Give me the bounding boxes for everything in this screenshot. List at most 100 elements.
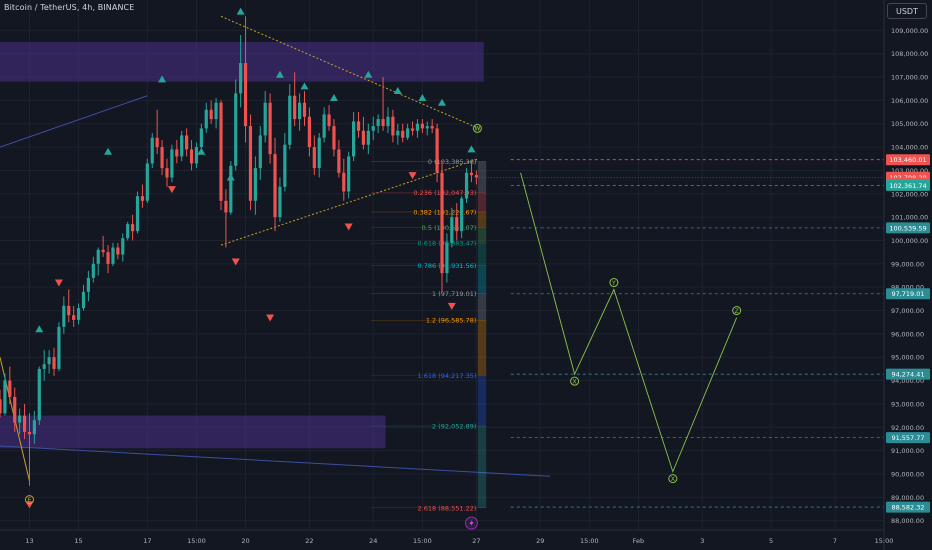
candle-body: [396, 130, 400, 136]
price-tick-label: 109,000.00: [891, 27, 928, 35]
candle-body: [376, 119, 380, 127]
fib-label: 1.618 (94,217.35): [418, 372, 477, 380]
sell-arrow-icon: [54, 279, 63, 287]
price-tick-label: 106,000.00: [891, 97, 928, 105]
fib-label: 0.5 (100,552.07): [422, 224, 477, 232]
candle-body: [67, 305, 71, 316]
time-tick-label: 15:00: [875, 537, 894, 545]
candle-body: [175, 149, 179, 157]
buy-arrow-icon: [364, 70, 373, 78]
candle-body: [386, 116, 390, 127]
time-tick-label: 5: [769, 537, 773, 545]
candle-body: [371, 126, 375, 131]
price-tick-label: 105,000.00: [891, 120, 928, 128]
wave-w-marker: [472, 123, 482, 133]
price-label-text: 94,274.41: [891, 371, 924, 379]
wave-e-marker: [24, 495, 34, 505]
time-tick-label: 22: [305, 537, 313, 545]
candle-body: [111, 247, 115, 264]
demand-zone: [0, 415, 386, 449]
fib-label: 1.2 (96,585.78): [426, 317, 477, 325]
candle-body: [243, 63, 248, 127]
sell-arrow-icon: [408, 172, 417, 180]
candle-body: [420, 123, 424, 129]
price-label-text: 91,557.77: [891, 434, 924, 442]
price-label-box: [886, 368, 930, 380]
candle-body: [273, 154, 277, 218]
price-tick-label: 98,000.00: [891, 284, 924, 292]
candle-body: [337, 149, 341, 173]
candle-body: [13, 396, 17, 423]
sell-arrow-icon: [344, 223, 353, 231]
buy-arrow-icon: [158, 75, 167, 83]
price-tick-label: 97,000.00: [891, 307, 924, 315]
price-tick-label: 93,000.00: [891, 400, 924, 408]
time-tick-label: 13: [25, 537, 33, 545]
time-tick-label: 3: [700, 537, 704, 545]
candle-body: [460, 198, 464, 232]
time-axis: 13 15 17 15:00 20 22 24 15:00 27 29 15:00 Feb 3 5 7 15:…: [0, 529, 894, 545]
buy-arrow-icon: [226, 173, 235, 181]
sell-arrow-icon: [266, 314, 275, 322]
candle-body: [62, 305, 66, 327]
price-tick-label: 107,000.00: [891, 74, 928, 82]
wave-point-label: X: [671, 476, 675, 483]
price-tick-label: 90,000.00: [891, 470, 924, 478]
wave-point-label: Y: [611, 280, 616, 287]
candle-body: [76, 308, 81, 320]
candle-body: [121, 238, 125, 255]
candle-body: [381, 119, 385, 127]
candle-body: [214, 102, 218, 120]
candle-body: [469, 172, 474, 176]
price-label-box: [886, 154, 930, 166]
fib-band: [477, 243, 487, 266]
candle-body: [155, 137, 159, 148]
candle-body: [288, 95, 292, 145]
sell-arrow-icon: [167, 186, 176, 194]
candle-body: [278, 186, 282, 218]
price-label-text: 97,719.01: [891, 290, 924, 298]
candle-body: [347, 156, 351, 192]
time-tick-label: 20: [241, 537, 249, 545]
price-label-text: 100,539.59: [889, 224, 926, 232]
wave-point-marker: [609, 278, 619, 288]
price-tick-label: 94,000.00: [891, 377, 924, 385]
candle-body: [361, 130, 366, 145]
candle-body: [352, 121, 356, 157]
time-tick-label: 24: [369, 537, 377, 545]
time-tick-label: 15: [74, 537, 82, 545]
buy-arrow-icon: [275, 70, 284, 78]
fib-label: 2 (92,052.89): [432, 423, 476, 431]
trendline-lower-long: [0, 445, 551, 477]
candle-body: [239, 63, 243, 94]
fib-band: [477, 320, 487, 376]
buy-arrow-icon: [104, 147, 113, 155]
buy-arrow-icon: [438, 98, 446, 106]
time-tick-label: 15:00: [413, 537, 432, 545]
candle-body: [135, 196, 140, 232]
candle-body: [366, 130, 370, 145]
buy-arrow-icon: [236, 7, 245, 15]
candle-body: [140, 196, 145, 201]
wave-path: X Y X Z W: [472, 123, 742, 484]
signal-arrows: E: [24, 7, 478, 530]
time-tick-label: 29: [536, 537, 544, 545]
candle-body: [440, 172, 444, 274]
candle-body: [297, 102, 302, 120]
candle-body: [224, 200, 228, 213]
sell-arrow-icon: [447, 302, 456, 310]
triangle-lower-line: [220, 158, 479, 246]
symbol-title[interactable]: Bitcoin / TetherUS, 4h, BINANCE: [4, 3, 135, 12]
candle-body: [312, 147, 316, 169]
candle-body: [37, 368, 41, 421]
candle-body: [327, 114, 331, 127]
price-tick-label: 96,000.00: [891, 330, 924, 338]
candle-body: [150, 137, 154, 164]
price-tick-label: 91,000.00: [891, 447, 924, 455]
buy-arrow-icon: [35, 325, 44, 333]
price-tick-label: 103,000.00: [891, 167, 928, 175]
currency-button[interactable]: USDT: [887, 3, 927, 19]
